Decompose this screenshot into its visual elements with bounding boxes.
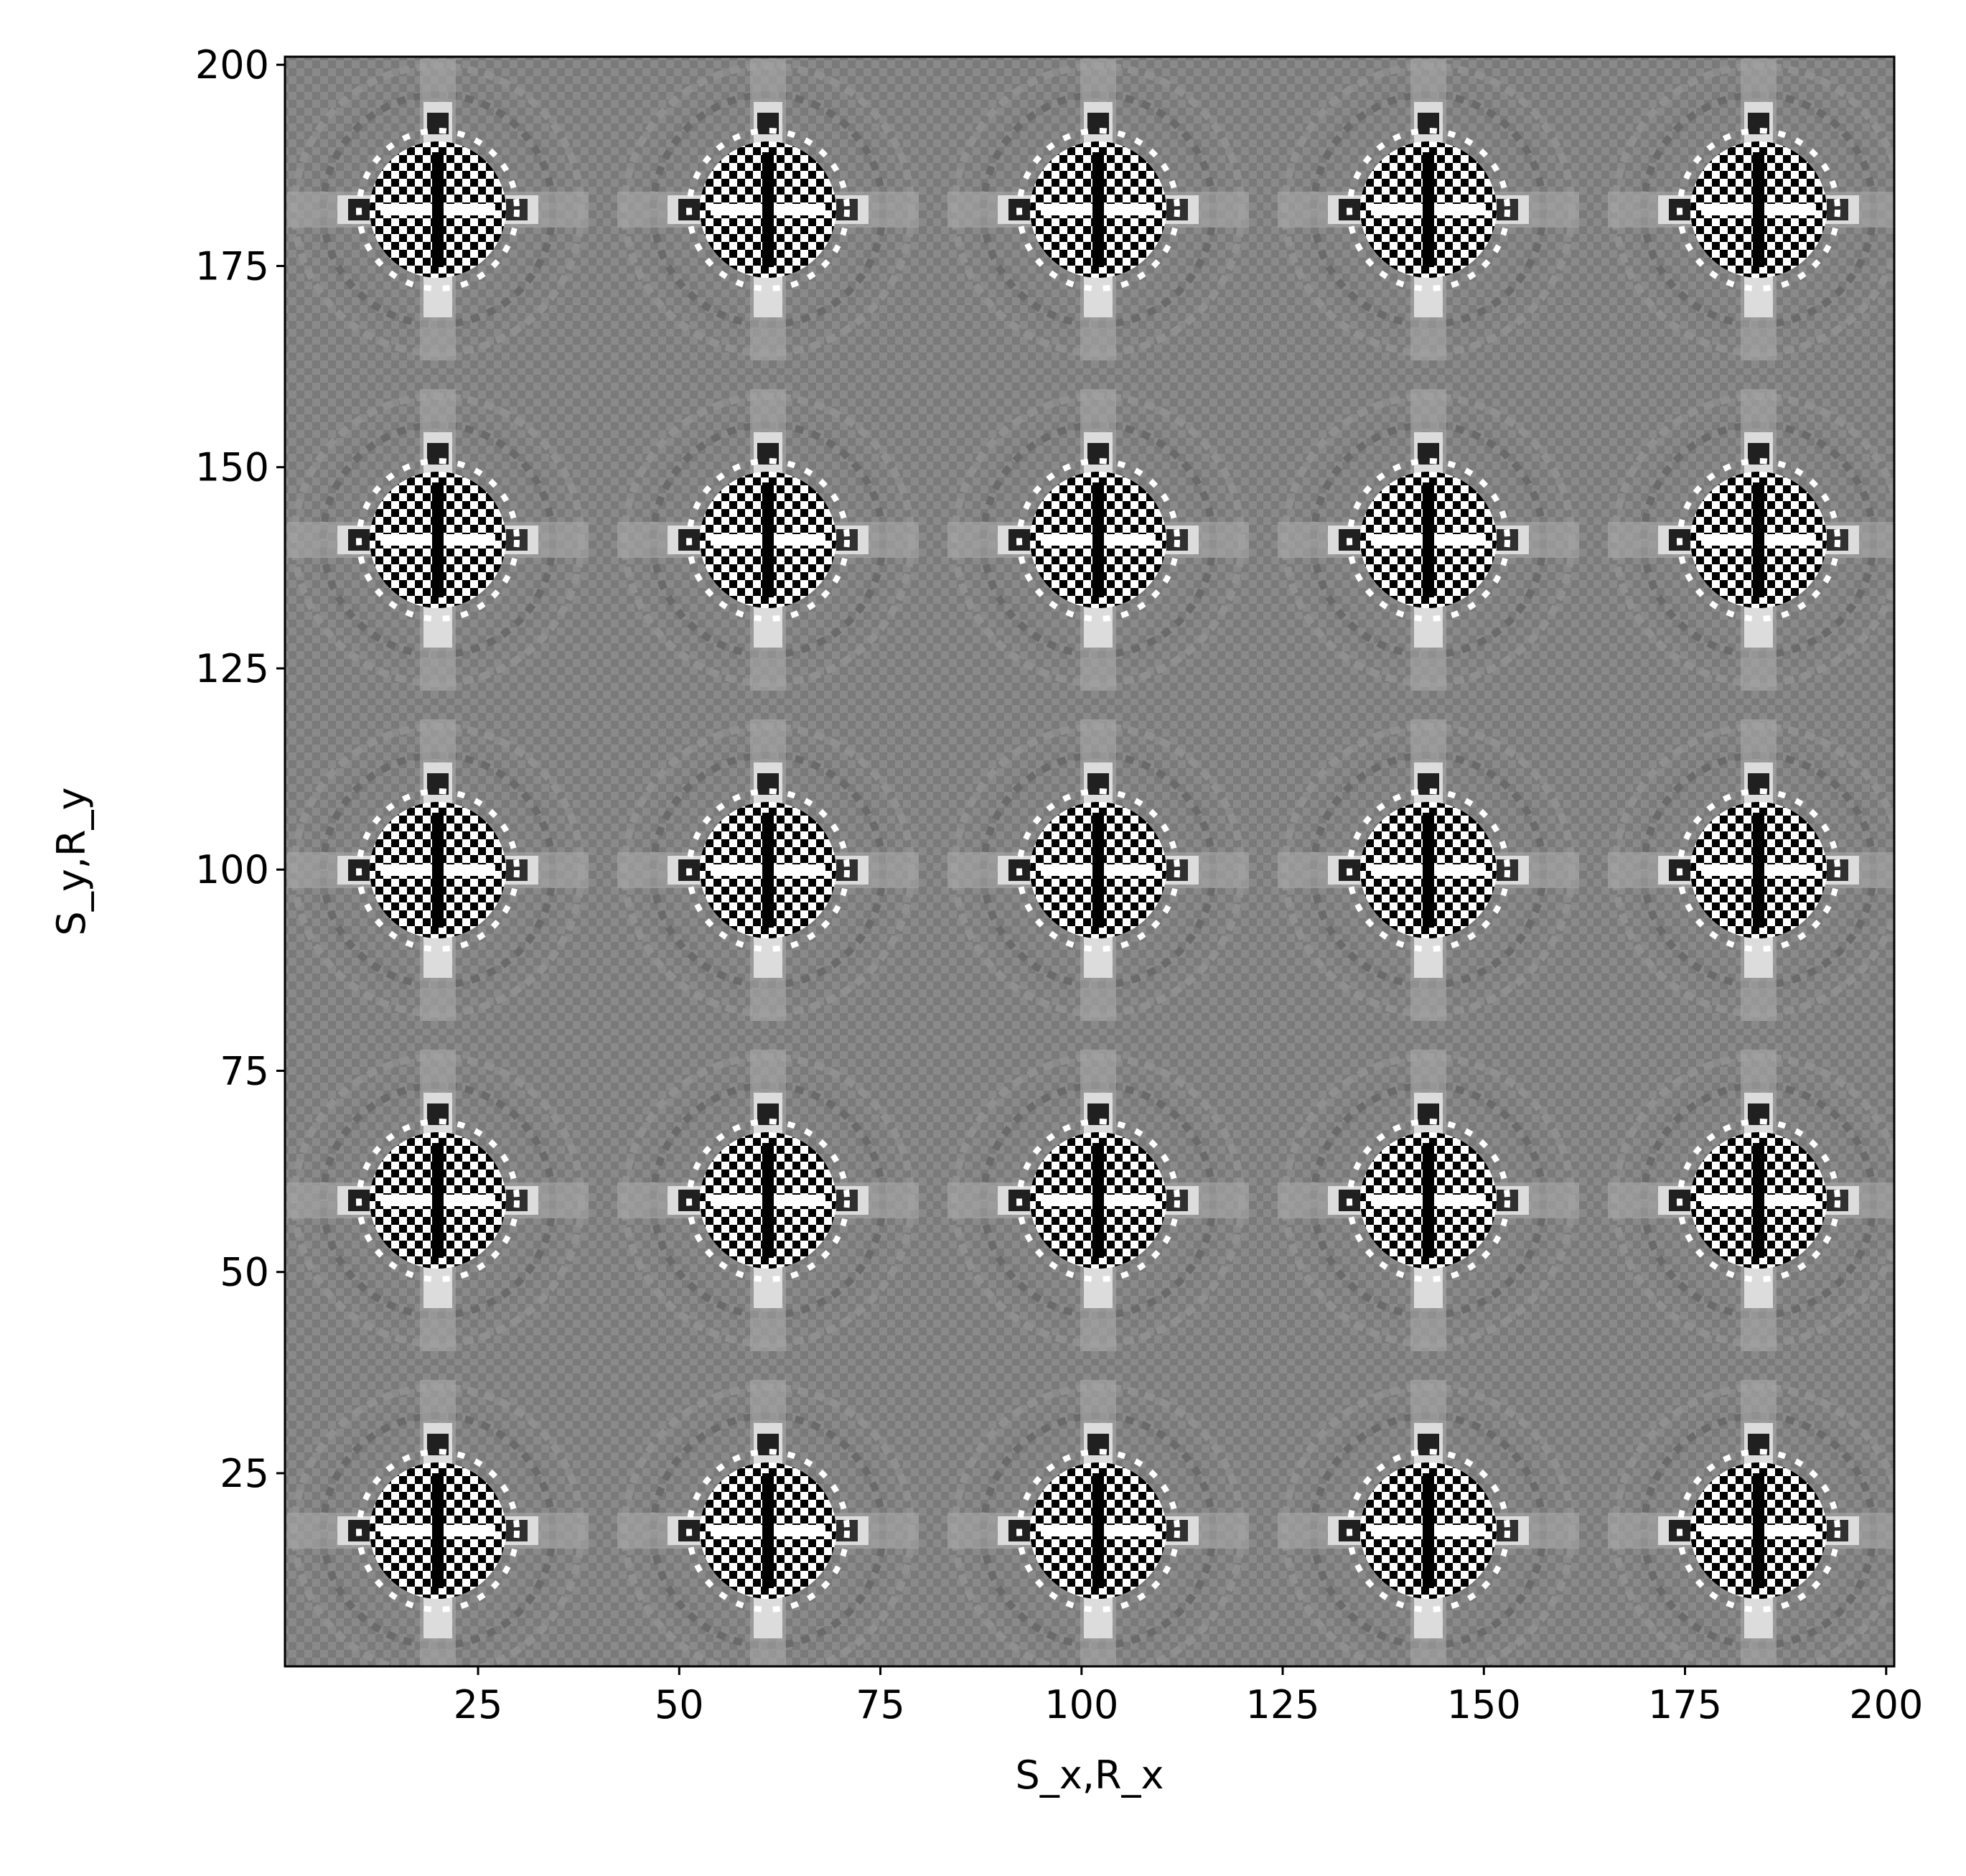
y-tick-label: 200 [195, 42, 269, 88]
x-tick-label: 50 [655, 1682, 704, 1727]
x-tick-label: 125 [1246, 1682, 1320, 1727]
x-axis-label: S_x,R_x [1016, 1753, 1164, 1798]
x-tick-label: 200 [1849, 1682, 1923, 1727]
y-axis-label: S_y,R_y [49, 788, 94, 936]
y-tick-label: 50 [220, 1250, 269, 1295]
x-tick-label: 25 [454, 1682, 503, 1727]
x-tick-label: 75 [856, 1682, 905, 1727]
heatmap-pattern [285, 57, 1894, 1666]
y-tick-label: 100 [195, 847, 269, 892]
x-tick-label: 175 [1648, 1682, 1722, 1727]
y-tick-label: 125 [195, 646, 269, 691]
y-tick-label: 25 [220, 1451, 269, 1496]
x-tick-label: 100 [1044, 1682, 1118, 1727]
y-tick-label: 175 [195, 243, 269, 289]
y-tick-label: 75 [220, 1048, 269, 1093]
x-tick-label: 150 [1447, 1682, 1521, 1727]
y-tick-label: 150 [195, 445, 269, 490]
axes-frame [284, 55, 1896, 1668]
